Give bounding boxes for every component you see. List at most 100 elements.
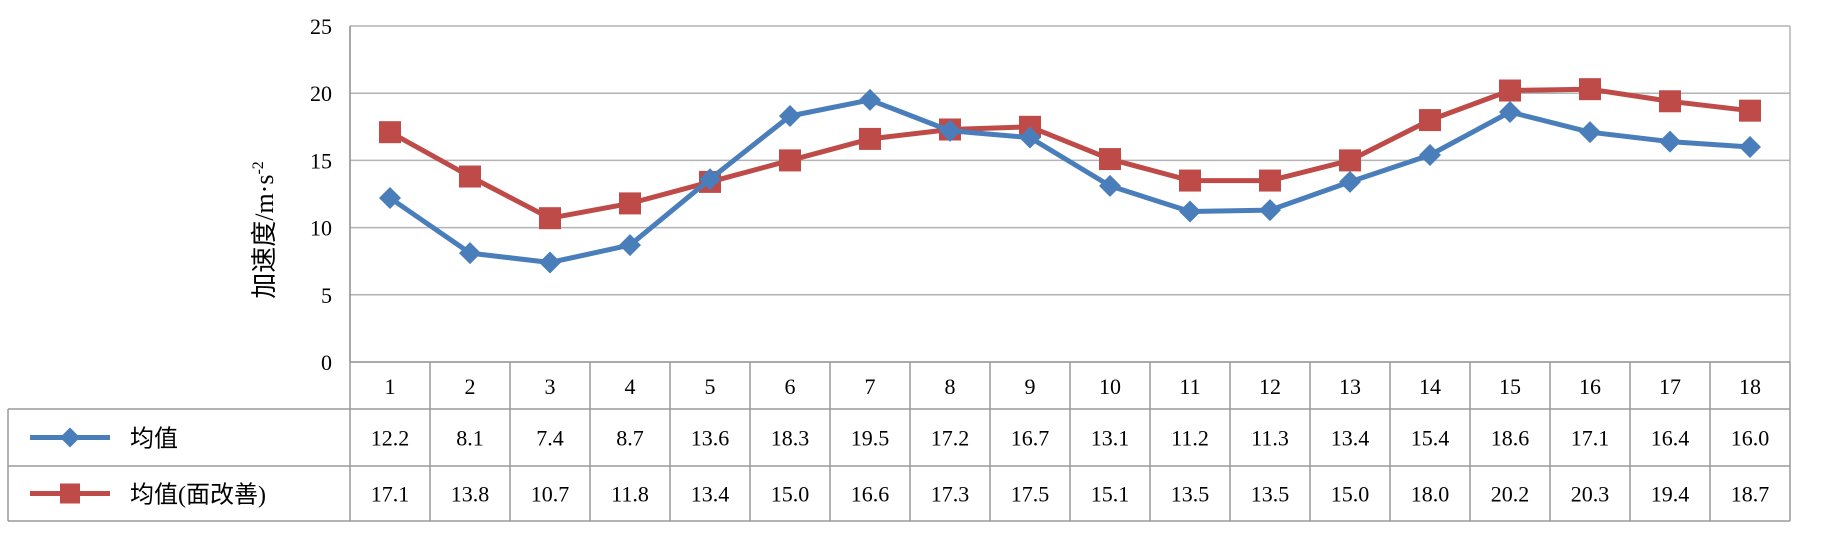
category-label: 18 bbox=[1739, 374, 1761, 399]
data-point-diamond bbox=[459, 242, 481, 265]
data-point-square bbox=[1259, 169, 1281, 192]
data-point-diamond bbox=[539, 251, 561, 274]
category-label: 5 bbox=[705, 374, 716, 399]
data-table-value: 20.2 bbox=[1491, 482, 1530, 507]
data-table-value: 18.3 bbox=[771, 426, 810, 451]
data-table-value: 15.0 bbox=[771, 482, 810, 507]
category-label: 6 bbox=[785, 374, 796, 399]
y-tick-label: 15 bbox=[310, 148, 332, 173]
data-point-diamond bbox=[859, 88, 881, 111]
data-table-value: 17.2 bbox=[931, 426, 970, 451]
data-point-diamond bbox=[379, 187, 401, 210]
data-point-diamond bbox=[1019, 126, 1041, 149]
data-point-square bbox=[619, 192, 641, 215]
data-table-value: 18.7 bbox=[1731, 482, 1770, 507]
data-table-value: 15.4 bbox=[1411, 426, 1450, 451]
data-table-value: 15.0 bbox=[1331, 482, 1370, 507]
data-point-diamond bbox=[699, 168, 721, 191]
category-label: 1 bbox=[385, 374, 396, 399]
data-table-value: 15.1 bbox=[1091, 482, 1130, 507]
data-table-value: 13.8 bbox=[451, 482, 490, 507]
data-point-diamond bbox=[619, 234, 641, 257]
legend-label: 均值 bbox=[130, 426, 178, 453]
y-axis-label-superscript: -2 bbox=[250, 161, 267, 174]
category-label: 9 bbox=[1025, 374, 1036, 399]
data-table-value: 17.3 bbox=[931, 482, 970, 507]
data-point-diamond bbox=[779, 105, 801, 128]
data-point-diamond bbox=[939, 119, 961, 142]
data-point-diamond bbox=[1339, 170, 1361, 193]
y-tick-label: 0 bbox=[321, 350, 332, 375]
category-label: 11 bbox=[1179, 374, 1200, 399]
data-point-square bbox=[1659, 90, 1681, 113]
category-label: 12 bbox=[1259, 374, 1281, 399]
series-line bbox=[388, 86, 1751, 221]
data-table-value: 13.4 bbox=[1331, 426, 1370, 451]
data-table-value: 13.6 bbox=[691, 426, 730, 451]
data-table-value: 19.4 bbox=[1651, 482, 1690, 507]
data-point-diamond bbox=[1179, 200, 1201, 223]
y-tick-label: 25 bbox=[310, 14, 332, 39]
legend-label: 均值(面改善) bbox=[130, 482, 266, 509]
data-table-value: 16.4 bbox=[1651, 426, 1690, 451]
data-point-square bbox=[859, 127, 881, 150]
data-point-square bbox=[1579, 78, 1601, 101]
data-point-square bbox=[1099, 148, 1121, 171]
data-table-value: 8.1 bbox=[456, 426, 484, 451]
gridlines bbox=[349, 25, 1791, 363]
legend-marker-square bbox=[60, 483, 80, 504]
data-table-value: 18.6 bbox=[1491, 426, 1530, 451]
data-table-value: 11.3 bbox=[1251, 426, 1289, 451]
data-table-value: 10.7 bbox=[531, 482, 570, 507]
data-table-value: 13.1 bbox=[1091, 426, 1130, 451]
data-table-value: 19.5 bbox=[851, 426, 890, 451]
data-point-diamond bbox=[1579, 121, 1601, 144]
data-table-value: 8.7 bbox=[616, 426, 644, 451]
data-table-value: 17.5 bbox=[1011, 482, 1050, 507]
category-label: 13 bbox=[1339, 374, 1361, 399]
data-table-value: 11.8 bbox=[611, 482, 649, 507]
y-axis-ticks: 0 5 10 15 20 25 bbox=[310, 14, 332, 375]
category-label: 10 bbox=[1099, 374, 1121, 399]
data-point-diamond bbox=[1259, 199, 1281, 222]
data-table-value: 16.7 bbox=[1011, 426, 1050, 451]
category-label: 7 bbox=[865, 374, 876, 399]
data-table-value: 17.1 bbox=[1571, 426, 1610, 451]
data-table-value: 20.3 bbox=[1571, 482, 1610, 507]
y-tick-label: 20 bbox=[310, 81, 332, 106]
y-axis-label-text: 加速度/m·s bbox=[250, 175, 279, 299]
category-label: 15 bbox=[1499, 374, 1521, 399]
data-table-value: 12.2 bbox=[371, 426, 410, 451]
y-tick-label: 10 bbox=[310, 216, 332, 241]
data-point-square bbox=[539, 207, 561, 230]
data-point-diamond bbox=[1099, 174, 1121, 197]
data-table-value: 16.6 bbox=[851, 482, 890, 507]
data-point-square bbox=[1499, 79, 1521, 102]
category-label: 8 bbox=[945, 374, 956, 399]
data-point-square bbox=[379, 121, 401, 144]
data-table-value: 13.5 bbox=[1171, 482, 1210, 507]
data-table-value: 16.0 bbox=[1731, 426, 1770, 451]
category-label: 16 bbox=[1579, 374, 1601, 399]
category-label: 14 bbox=[1419, 374, 1441, 399]
y-axis-label: 加速度/m·s-2 bbox=[250, 161, 279, 299]
category-label: 4 bbox=[625, 374, 636, 399]
category-label: 2 bbox=[465, 374, 476, 399]
data-point-diamond bbox=[1419, 144, 1441, 167]
data-point-diamond bbox=[1499, 101, 1521, 124]
data-point-square bbox=[1739, 99, 1761, 122]
legend-marker-diamond bbox=[60, 427, 80, 448]
data-point-square bbox=[1179, 169, 1201, 192]
data-point-diamond bbox=[1659, 130, 1681, 153]
data-table-value: 13.5 bbox=[1251, 482, 1290, 507]
data-point-diamond bbox=[1739, 135, 1761, 158]
data-point-square bbox=[1339, 149, 1361, 172]
series-line bbox=[388, 97, 1751, 265]
category-label: 3 bbox=[545, 374, 556, 399]
data-table-value: 13.4 bbox=[691, 482, 730, 507]
y-tick-label: 5 bbox=[321, 283, 332, 308]
data-table-value: 18.0 bbox=[1411, 482, 1450, 507]
data-point-square bbox=[459, 165, 481, 188]
